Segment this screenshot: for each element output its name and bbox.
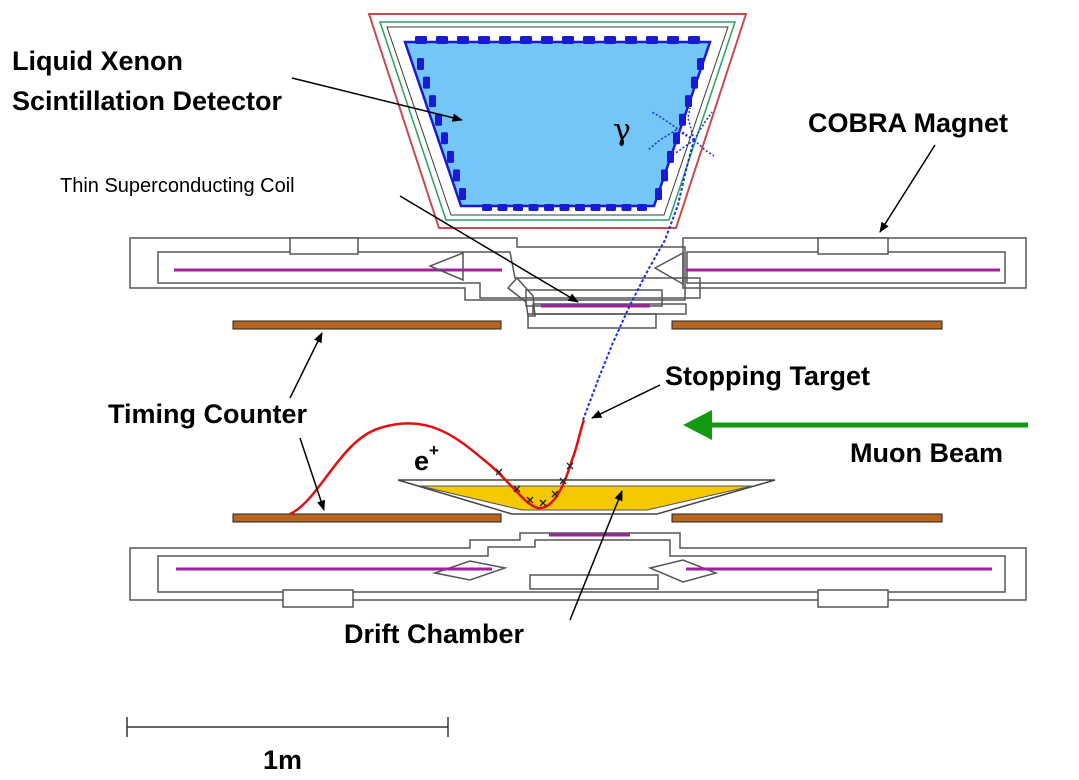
pmt-module [606, 204, 616, 211]
pmt-module [691, 76, 698, 89]
pmt-array [415, 36, 704, 211]
scale-bar [126, 717, 449, 737]
pmt-module [429, 95, 436, 108]
cobra-magnet-left [129, 237, 701, 329]
timing-counter-upper-left [232, 320, 502, 330]
pmt-module [637, 204, 647, 211]
magnet-lower-left-inner [157, 539, 1006, 593]
pmt-module [575, 204, 585, 211]
label-gamma: γ [613, 113, 631, 148]
pmt-module [423, 76, 430, 89]
arrow-drift-chamber [569, 490, 623, 621]
pmt-module [655, 188, 662, 200]
pmt-module [457, 36, 469, 44]
label-timing-counter: Timing Counter [108, 399, 307, 429]
pmt-module [417, 58, 424, 70]
pmt-module [559, 204, 570, 211]
magnet-right-outer [682, 237, 1027, 289]
gamma-track [582, 139, 695, 421]
drift-chamber [419, 485, 753, 511]
gamma-shower [647, 107, 715, 159]
pmt-module [544, 204, 554, 211]
label-xenon-line2: Scintillation Detector [12, 86, 283, 116]
timing-counter-upper-right [671, 320, 943, 330]
arrow-stopping-target [591, 384, 661, 419]
pmt-module [453, 169, 460, 182]
label-coil: Thin Superconducting Coil [60, 175, 295, 197]
pmt-module [661, 169, 668, 182]
pmt-module [562, 36, 574, 44]
arrow-cobra [879, 144, 936, 233]
pmt-module [590, 204, 601, 211]
xenon-cryostat-green [378, 21, 737, 221]
arrow-timing-upper [289, 332, 323, 399]
pointer-arrows [289, 77, 936, 621]
arrow-timing-lower [299, 437, 325, 511]
pmt-module [621, 204, 632, 211]
pmt-module [497, 204, 508, 211]
pmt-module [528, 204, 539, 211]
pmt-module [625, 36, 637, 44]
magnet-left-outer [129, 237, 686, 301]
pmt-module [646, 36, 658, 44]
pmt-module [436, 36, 448, 44]
muon-beam-arrow [683, 410, 1028, 440]
pmt-module [441, 132, 448, 145]
pmt-module [482, 204, 492, 211]
label-xenon-line1: Liquid Xenon [12, 46, 183, 76]
pmt-module [541, 36, 553, 44]
magnet-left-inner [157, 251, 701, 299]
pmt-module [688, 36, 700, 44]
pmt-module [447, 150, 454, 163]
label-stopping-target: Stopping Target [665, 361, 870, 391]
pmt-module [520, 36, 532, 44]
xenon-cryostat-inner [386, 26, 729, 216]
label-drift-chamber: Drift Chamber [344, 619, 525, 649]
pmt-module [435, 113, 442, 126]
cobra-magnet-right [428, 237, 1027, 289]
positron-track [289, 419, 586, 516]
pmt-module [478, 36, 490, 44]
pmt-module [604, 36, 616, 44]
pmt-module [415, 36, 427, 44]
pmt-module [697, 58, 704, 70]
timing-counter-lower-right [671, 513, 943, 523]
label-cobra: COBRA Magnet [808, 108, 1008, 138]
pmt-module [499, 36, 511, 44]
magnet-right-inner [686, 251, 1006, 284]
pmt-module [513, 204, 523, 211]
label-muon-beam: Muon Beam [850, 438, 1003, 468]
pmt-module [667, 36, 679, 44]
label-scale: 1m [263, 745, 302, 775]
pmt-module [679, 113, 686, 126]
arrow-coil [399, 195, 579, 303]
pmt-module [685, 95, 692, 108]
pmt-module [583, 36, 595, 44]
drift-chamber-hits [495, 462, 574, 507]
pmt-module [459, 188, 466, 200]
label-positron: e+ [414, 441, 439, 476]
pmt-module [673, 132, 680, 145]
xenon-detector [367, 13, 748, 229]
magnet-lower-left-outer [129, 532, 1027, 601]
arrow-xenon [291, 77, 464, 122]
cobra-magnet-lower [129, 532, 1027, 608]
timing-counter-lower-left [232, 513, 502, 523]
